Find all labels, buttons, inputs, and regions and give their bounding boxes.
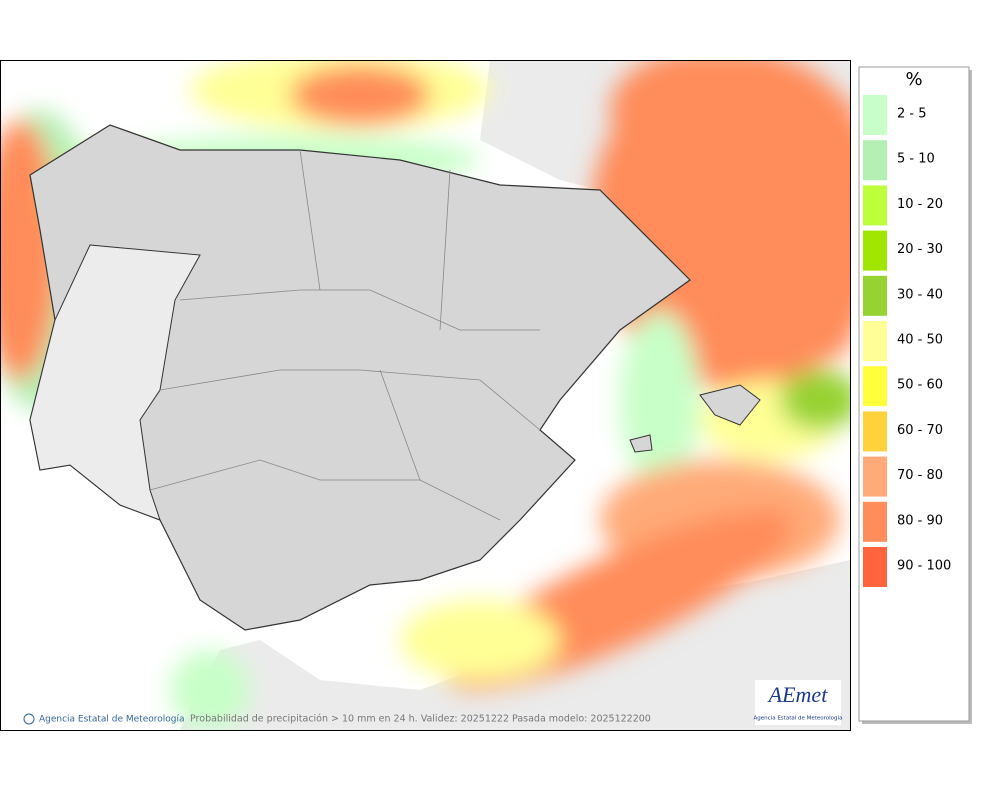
legend-label: 40 - 50 [897, 333, 943, 348]
legend-swatch [863, 411, 887, 452]
logo-box [755, 680, 841, 725]
logo: AEmet [767, 682, 829, 707]
legend-swatch [863, 275, 887, 316]
legend-label: 20 - 30 [897, 242, 943, 257]
credit: Agencia Estatal de Meteorología [39, 715, 185, 725]
legend-label: 5 - 10 [897, 152, 935, 167]
legend-label: 60 - 70 [897, 423, 943, 438]
map-frame [0, 60, 851, 731]
legend-swatch [863, 321, 887, 361]
caption: Probabilidad de precipitación > 10 mm en… [190, 714, 651, 725]
legend-swatch [863, 366, 887, 407]
legend-swatch [863, 95, 887, 135]
precip-field [0, 60, 850, 730]
legend-swatch [863, 230, 887, 271]
legend-label: 90 - 100 [897, 559, 951, 574]
legend-swatch [863, 501, 887, 542]
legend-label: 30 - 40 [897, 287, 943, 302]
legend-label: 80 - 90 [897, 513, 943, 528]
map-area [0, 60, 850, 730]
legend-swatch [863, 547, 887, 587]
legend-swatch [863, 140, 887, 181]
legend-label: 70 - 80 [897, 468, 943, 483]
legend-title: % [905, 69, 922, 90]
legend-label: 10 - 20 [897, 197, 943, 212]
legend-swatch [863, 456, 887, 497]
legend-label: 2 - 5 [897, 107, 927, 122]
legend-swatch [863, 185, 887, 226]
legend-label: 50 - 60 [897, 378, 943, 393]
logo-subtitle: Agencia Estatal de Meteorología [754, 715, 843, 722]
copyright-icon [23, 713, 35, 725]
